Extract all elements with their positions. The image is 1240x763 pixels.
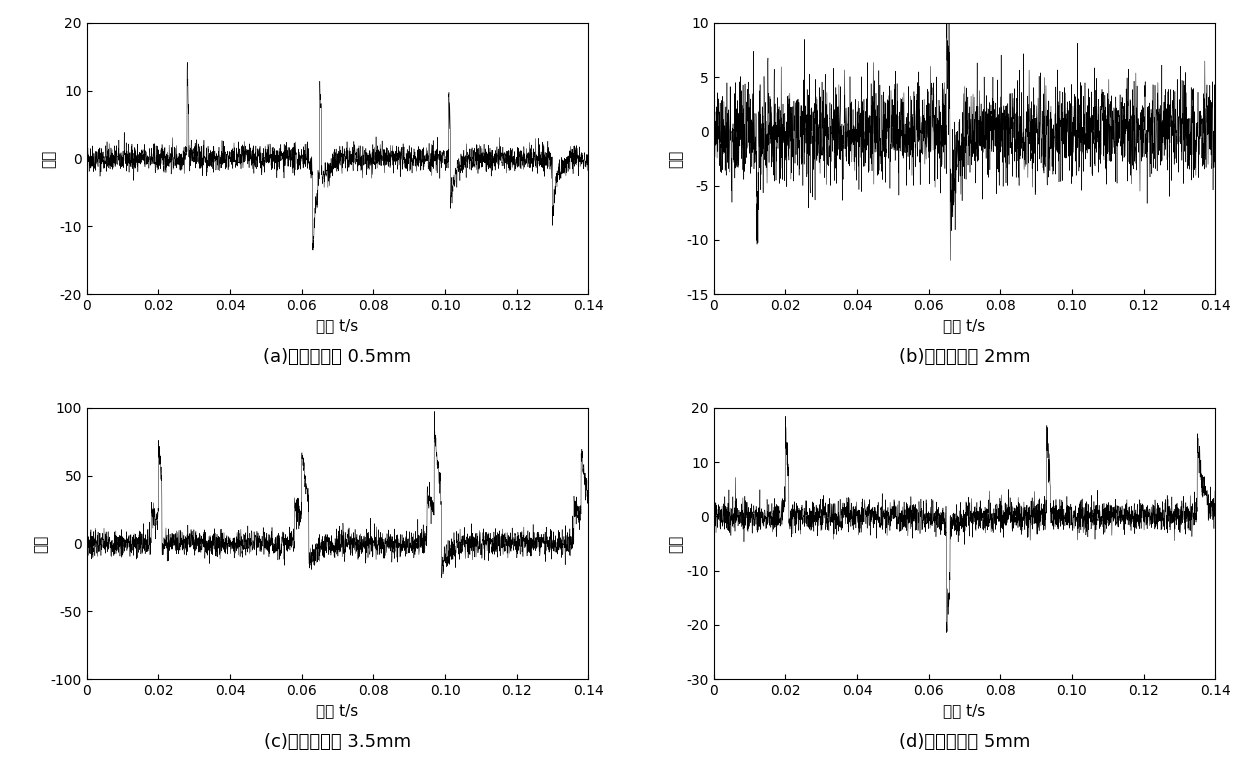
Y-axis label: 幅値: 幅値 [668,534,683,552]
Text: (d)故障直径为 5mm: (d)故障直径为 5mm [899,733,1030,752]
Y-axis label: 幅値: 幅値 [668,150,683,168]
X-axis label: 时间 t/s: 时间 t/s [944,703,986,719]
X-axis label: 时间 t/s: 时间 t/s [316,318,358,333]
X-axis label: 时间 t/s: 时间 t/s [944,318,986,333]
Y-axis label: 幅値: 幅値 [42,150,57,168]
Text: (c)故障直径为 3.5mm: (c)故障直径为 3.5mm [264,733,412,752]
Text: (a)故障直径为 0.5mm: (a)故障直径为 0.5mm [263,348,412,366]
X-axis label: 时间 t/s: 时间 t/s [316,703,358,719]
Y-axis label: 幅値: 幅値 [33,534,48,552]
Text: (b)故障直径为 2mm: (b)故障直径为 2mm [899,348,1030,366]
